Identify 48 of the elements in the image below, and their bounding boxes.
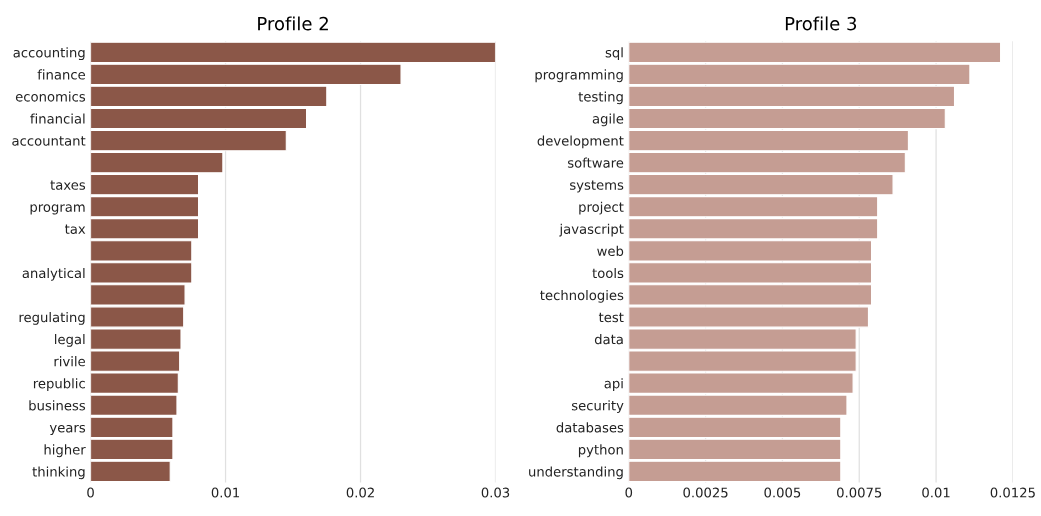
- y-tick-label: thinking: [32, 466, 85, 480]
- y-tick-label: software: [567, 157, 624, 168]
- y-tick-label: javascript: [559, 223, 624, 237]
- y-tick-label: economics: [15, 91, 86, 102]
- x-tick-label: 0.01: [922, 487, 950, 498]
- chart-title: Profile 3: [785, 16, 857, 31]
- x-tick-label: 0.0075: [837, 487, 882, 498]
- y-tick-label: test: [598, 312, 624, 323]
- x-tick-label: 0.0025: [683, 487, 728, 498]
- x-tick-label: 0.01: [211, 487, 240, 498]
- y-tick-label: rivile: [54, 356, 85, 367]
- y-tick-label: understanding: [529, 466, 623, 480]
- y-tick-label: legal: [55, 334, 85, 347]
- x-tick-label: 0.02: [346, 487, 374, 498]
- y-tick-label: accounting: [13, 47, 85, 61]
- y-tick-label: regulating: [19, 312, 85, 325]
- y-tick-label: agile: [592, 113, 624, 127]
- y-tick-label: analytical: [22, 267, 85, 281]
- y-tick-label: years: [49, 424, 86, 436]
- y-tick-label: python: [578, 444, 623, 458]
- y-tick-label: program: [30, 204, 85, 215]
- y-tick-label: security: [571, 400, 624, 414]
- y-tick-label: web: [597, 245, 624, 257]
- x-tick-label: 0: [625, 487, 633, 498]
- x-tick-label: 0.005: [764, 487, 801, 498]
- y-tick-label: project: [579, 201, 624, 215]
- y-tick-label: taxes: [50, 180, 86, 190]
- y-tick-label: systems: [570, 180, 624, 193]
- y-tick-label: data: [594, 334, 623, 345]
- y-tick-label: development: [537, 135, 624, 149]
- y-tick-label: tools: [592, 267, 624, 279]
- chart-title: Profile 2: [258, 16, 328, 31]
- y-tick-label: tax: [64, 224, 86, 234]
- y-tick-label: republic: [33, 378, 85, 391]
- y-tick-label: programming: [535, 69, 623, 83]
- y-tick-label: api: [604, 378, 623, 391]
- x-tick-label: 0: [87, 487, 94, 498]
- x-tick-label: 0.0125: [990, 487, 1035, 498]
- y-tick-label: testing: [578, 91, 623, 105]
- y-tick-label: higher: [44, 444, 86, 458]
- y-tick-label: business: [29, 400, 86, 411]
- y-tick-label: databases: [556, 422, 624, 433]
- y-tick-label: accountant: [12, 136, 86, 146]
- y-tick-label: finance: [37, 69, 85, 80]
- y-tick-label: technologies: [540, 289, 624, 303]
- y-tick-label: financial: [30, 113, 85, 124]
- y-tick-label: sql: [605, 47, 623, 61]
- x-tick-label: 0.03: [481, 487, 510, 498]
